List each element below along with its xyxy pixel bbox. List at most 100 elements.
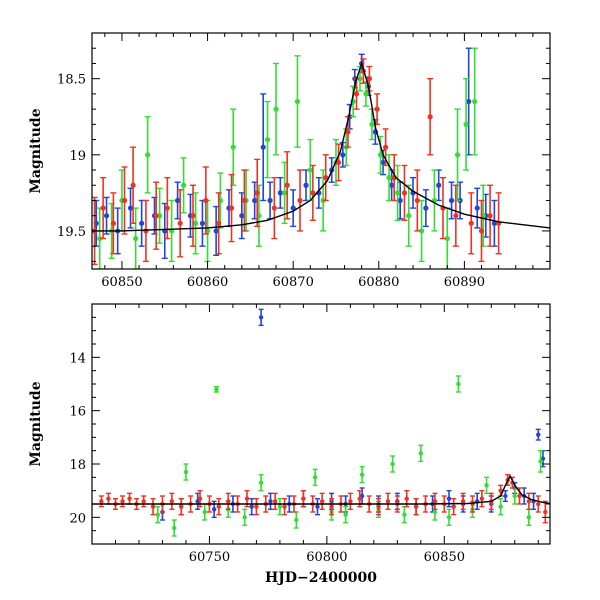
bottom-y-tick-label: 18 [69, 458, 86, 473]
bottom-series-1 [155, 375, 544, 537]
top-data-point [444, 235, 450, 242]
bottom-data-point [404, 496, 409, 501]
top-data-point [466, 98, 472, 105]
top-data-point [241, 197, 247, 204]
top-x-tick-label: 60880 [358, 275, 399, 290]
top-data-point [145, 152, 151, 158]
top-data-point [297, 197, 303, 204]
bottom-model-curve [92, 474, 550, 505]
top-data-point [463, 121, 469, 127]
top-data-point [203, 197, 209, 204]
top-series-1 [96, 47, 487, 269]
bottom-data-point [106, 496, 111, 501]
bottom-data-point [301, 496, 306, 501]
bottom-data-point [446, 496, 452, 501]
bottom-data-point [244, 496, 250, 501]
top-data-point [164, 205, 170, 211]
top-data-point [345, 129, 351, 135]
top-data-point [395, 190, 401, 196]
bottom-data-point [359, 472, 365, 477]
top-data-point [303, 182, 309, 188]
bottom-data-point [343, 512, 348, 517]
bottom-data-point [179, 504, 184, 509]
bottom-x-tick-label: 60800 [306, 550, 347, 565]
bottom-data-point [512, 493, 517, 499]
top-data-point [153, 213, 159, 219]
top-series-0 [93, 47, 498, 260]
top-data-point [277, 190, 283, 196]
top-data-point [260, 144, 266, 150]
top-panel-frame [91, 32, 551, 270]
bottom-data-point [432, 499, 438, 504]
bottom-data-point [319, 499, 325, 504]
top-data-point [369, 121, 375, 127]
bottom-data-point [538, 459, 543, 464]
bottom-data-point [127, 496, 132, 501]
top-data-point [472, 98, 478, 105]
bottom-data-point [273, 499, 278, 504]
top-data-point [406, 213, 412, 219]
top-data-point [103, 213, 110, 219]
bottom-data-point [357, 496, 362, 501]
bottom-y-axis-label: Magnitude [28, 381, 44, 466]
top-panel-axes: 60850 60860 60870 60880 60890 18.5 19 19.5 [57, 32, 551, 290]
top-x-tick-label: 60860 [187, 275, 228, 290]
top-data-point [436, 182, 442, 188]
top-data-point [418, 228, 425, 234]
top-data-point [454, 152, 461, 158]
bottom-x-axis-label: HJD−2400000 [265, 570, 377, 586]
top-data-point [290, 205, 296, 211]
top-data-point [357, 76, 363, 82]
top-data-point [175, 197, 181, 204]
bottom-data-point [348, 499, 353, 504]
top-data-point [181, 182, 187, 188]
top-data-point [353, 91, 360, 97]
bottom-data-point [155, 512, 160, 517]
top-data-point [386, 175, 392, 181]
bottom-data-point [312, 475, 318, 480]
top-data-point [335, 159, 342, 166]
top-data-point [271, 205, 277, 211]
bottom-data-point [526, 499, 532, 504]
top-data-point [284, 182, 290, 188]
bottom-data-point [294, 517, 299, 523]
top-data-point [252, 197, 258, 204]
top-data-point [427, 114, 433, 120]
bottom-y-tick-label: 20 [69, 511, 86, 526]
bottom-panel-data [92, 308, 550, 537]
top-data-point [133, 235, 139, 242]
top-data-point [389, 182, 395, 188]
top-data-point [190, 213, 196, 219]
bottom-data-point [216, 504, 222, 509]
top-data-point [491, 220, 497, 226]
top-data-point [401, 190, 408, 196]
top-data-point [177, 220, 183, 226]
top-data-point [414, 197, 420, 204]
bottom-data-point [460, 499, 466, 504]
top-data-point [307, 167, 313, 173]
bottom-data-point [258, 480, 264, 485]
bottom-data-point [282, 504, 287, 509]
bottom-data-point [183, 469, 189, 475]
top-data-point [397, 197, 403, 204]
top-data-point [340, 152, 346, 158]
bottom-data-point [536, 501, 541, 507]
bottom-data-point [503, 493, 508, 499]
top-data-point [216, 220, 222, 226]
top-y-tick-label: 18.5 [57, 73, 86, 88]
top-data-point [143, 228, 149, 234]
bottom-data-point [197, 496, 203, 501]
top-panel-data [92, 47, 550, 269]
top-data-point [474, 205, 480, 211]
bottom-data-point [329, 504, 334, 509]
top-model-curve [92, 61, 550, 232]
bottom-series-0 [159, 308, 546, 521]
top-data-point [254, 190, 260, 196]
bottom-data-point [99, 499, 104, 504]
bottom-data-point [202, 509, 207, 515]
bottom-data-point [242, 515, 247, 520]
bottom-data-point [479, 496, 485, 501]
bottom-data-point [249, 504, 254, 509]
top-data-point [468, 220, 474, 226]
top-data-point [130, 182, 136, 188]
